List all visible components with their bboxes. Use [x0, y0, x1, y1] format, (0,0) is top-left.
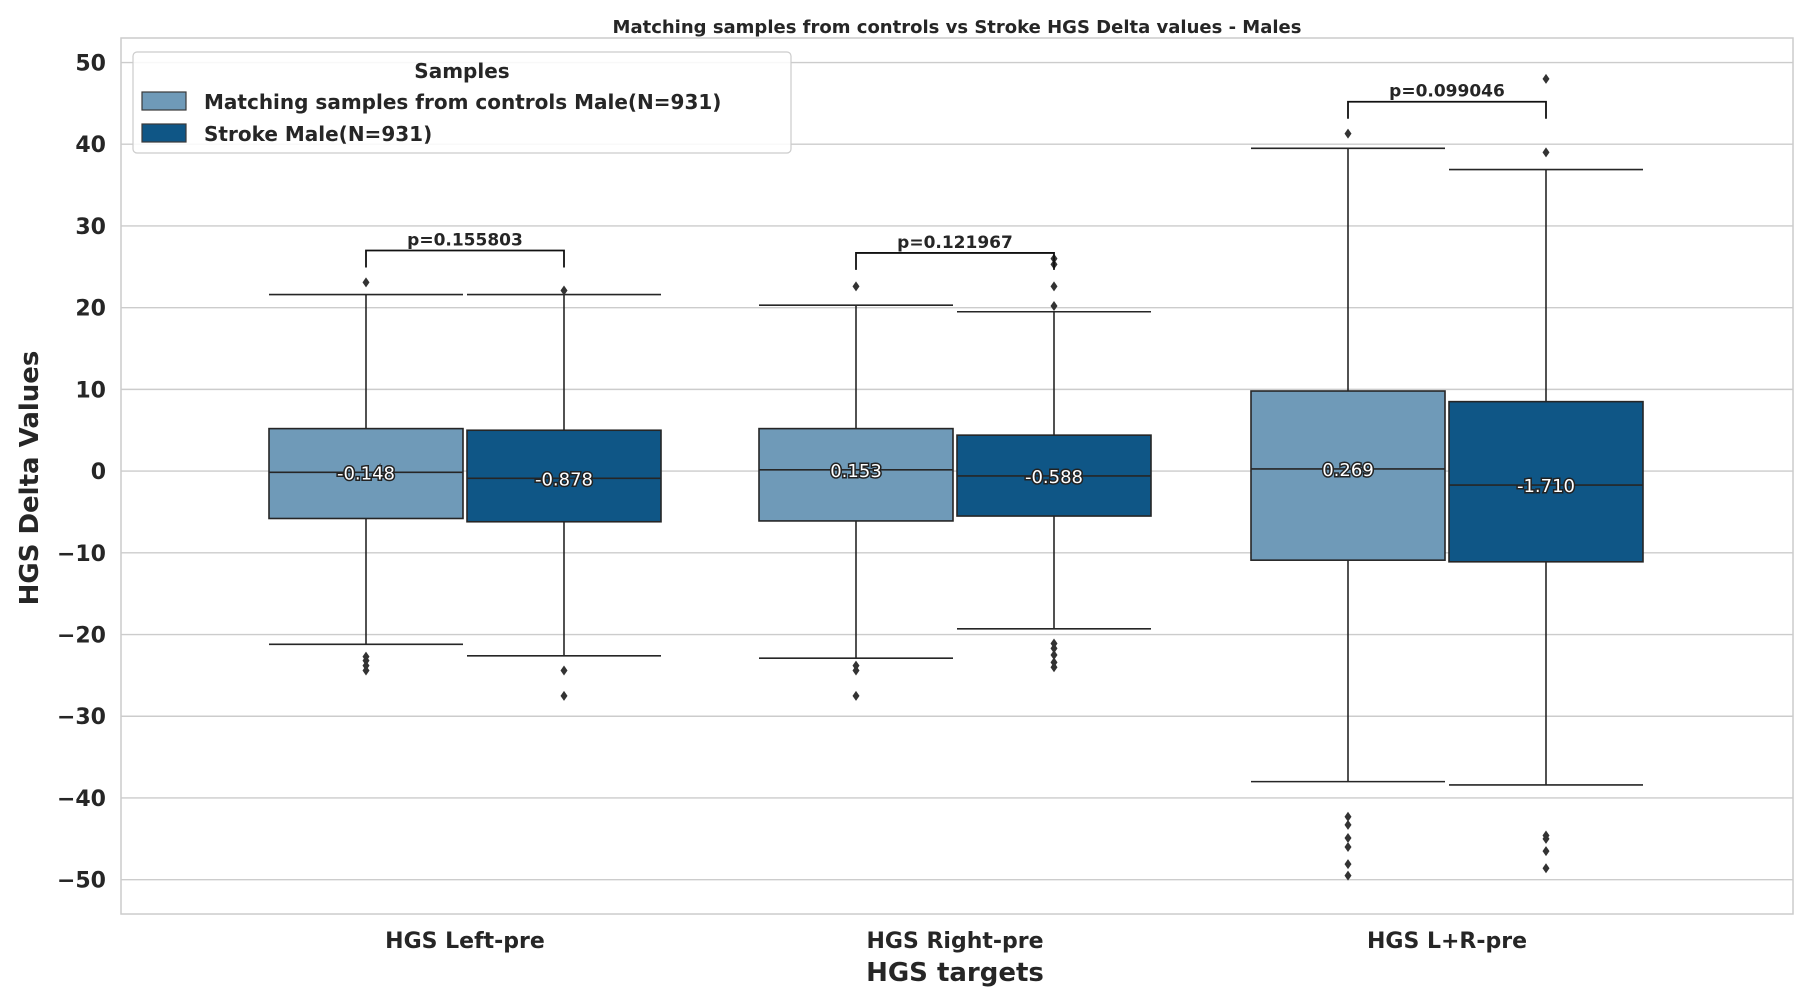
outlier-point [1344, 128, 1352, 139]
outlier-point [1344, 870, 1352, 881]
legend-swatch-stroke [141, 123, 187, 143]
annotation-layer: p=0.155803 p=0.121967 p=0.099046 [365, 82, 1547, 270]
y-tick-labels: −50 −40 −30 −20 −10 0 10 20 30 40 50 [57, 52, 106, 894]
legend-swatch-controls [141, 91, 187, 111]
outlier-point [560, 665, 568, 676]
y-tick-label: 50 [75, 52, 106, 77]
outlier-point [1050, 649, 1058, 660]
legend-label-stroke: Stroke Male(N=931) [204, 122, 432, 146]
outlier-point [1050, 281, 1058, 292]
x-axis-title: HGS targets [866, 958, 1044, 988]
y-tick-label: −30 [57, 705, 106, 730]
y-tick-label: −10 [57, 542, 106, 567]
y-tick-label: 0 [91, 460, 106, 485]
y-tick-label: 40 [75, 133, 106, 158]
outlier-point [560, 690, 568, 701]
outlier-point [1542, 147, 1550, 158]
outlier-point [1542, 833, 1550, 844]
y-tick-label: −20 [57, 624, 106, 649]
outlier-point [852, 281, 860, 292]
y-axis-title: HGS Delta Values [15, 351, 45, 606]
chart-title: Matching samples from controls vs Stroke… [613, 17, 1302, 38]
significance-bracket [365, 249, 565, 268]
median-value-label: -0.878 [535, 469, 593, 490]
x-tick-label: HGS Left-pre [385, 929, 545, 954]
outlier-point [1542, 863, 1550, 874]
outlier-point [1344, 841, 1352, 852]
median-value-label: 0.153 [830, 461, 882, 482]
median-value-label: -0.588 [1025, 467, 1083, 488]
box-body [758, 427, 954, 522]
y-tick-label: 10 [75, 378, 106, 403]
outlier-point [1344, 833, 1352, 844]
box-layer: -0.148 0.153 0.269 -0.878 -0.588 -1.710 [268, 73, 1644, 881]
median-value-label: 0.269 [1322, 460, 1374, 481]
box-body [268, 427, 464, 520]
box-body [1448, 400, 1644, 563]
legend-label-controls: Matching samples from controls Male(N=93… [204, 90, 721, 114]
y-tick-label: 30 [75, 215, 106, 240]
y-tick-label: −40 [57, 787, 106, 812]
outlier-point [362, 665, 370, 676]
box-body [466, 429, 662, 523]
outlier-point [1344, 819, 1352, 830]
x-tick-label: HGS Right-pre [866, 929, 1043, 954]
significance-bracket [1347, 100, 1547, 119]
y-tick-label: 20 [75, 297, 106, 322]
outlier-point [560, 285, 568, 296]
legend: Samples Matching samples from controls M… [132, 51, 792, 154]
outlier-point [852, 690, 860, 701]
p-value-label: p=0.155803 [407, 230, 523, 250]
x-tick-labels: HGS Left-pre HGS Right-pre HGS L+R-pre [385, 929, 1527, 954]
median-value-label: -1.710 [1517, 476, 1575, 497]
outlier-point [1344, 859, 1352, 870]
x-tick-label: HGS L+R-pre [1367, 929, 1527, 954]
outlier-point [1542, 846, 1550, 857]
median-value-label: -0.148 [337, 463, 395, 484]
outlier-point [1050, 643, 1058, 654]
p-value-label: p=0.099046 [1389, 82, 1505, 102]
outlier-point [362, 277, 370, 288]
outlier-point [852, 665, 860, 676]
box-body [1250, 390, 1446, 561]
outlier-point [1050, 301, 1058, 312]
legend-frame [132, 51, 792, 154]
outlier-point [1050, 662, 1058, 673]
p-value-label: p=0.121967 [897, 233, 1013, 253]
outlier-point [1542, 73, 1550, 84]
outlier-point [1344, 811, 1352, 822]
y-tick-label: −50 [57, 869, 106, 894]
legend-title: Samples [414, 59, 509, 83]
significance-bracket [855, 252, 1055, 270]
